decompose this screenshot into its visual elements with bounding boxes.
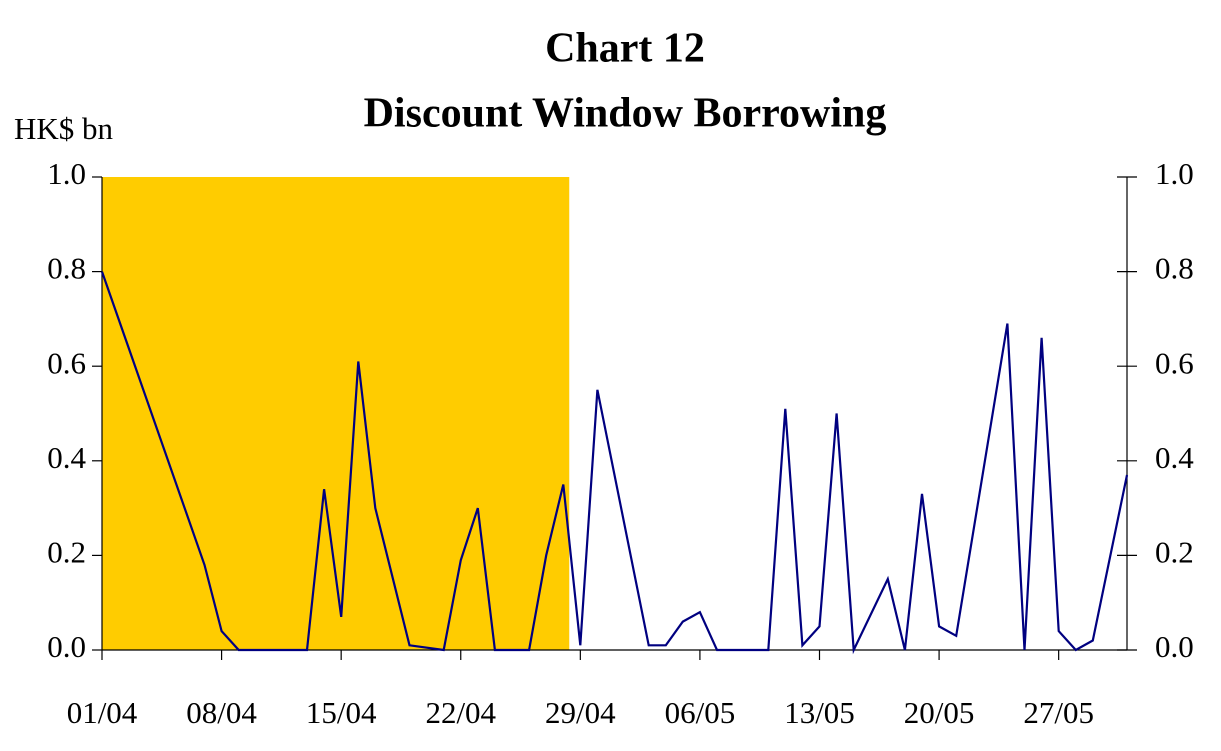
- x-tick-label: 08/04: [186, 695, 257, 730]
- y2-tick-label: 0.4: [1155, 440, 1194, 475]
- y-tick-label: 0.6: [47, 345, 86, 380]
- chart-title: Chart 12: [545, 26, 705, 72]
- y2-tick-label: 0.6: [1155, 345, 1194, 380]
- x-tick-label: 22/04: [425, 695, 496, 730]
- x-tick-label: 27/05: [1023, 695, 1094, 730]
- y-tick-label: 0.0: [47, 629, 86, 664]
- data-line: [100, 271, 1129, 655]
- y-tick-label: 0.8: [47, 251, 86, 286]
- x-tick-label: 13/05: [784, 695, 855, 730]
- y2-tick-label: 1.0: [1155, 156, 1194, 191]
- x-tick-label: 20/05: [904, 695, 975, 730]
- x-tick-label: 01/04: [67, 695, 138, 730]
- y-tick-label: 1.0: [47, 156, 86, 191]
- y2-tick-label: 0.2: [1155, 535, 1194, 570]
- x-tick-label: 15/04: [306, 695, 377, 730]
- x-tick-label: 06/05: [665, 695, 736, 730]
- y-axis-label: HK$ bn: [14, 111, 114, 146]
- x-tick-label: 29/04: [545, 695, 616, 730]
- y2-tick-label: 0.8: [1155, 251, 1194, 286]
- y-tick-label: 0.4: [47, 440, 86, 475]
- chart-subtitle: Discount Window Borrowing: [364, 91, 887, 137]
- y-tick-label: 0.2: [47, 535, 86, 570]
- y2-tick-label: 0.0: [1155, 629, 1194, 664]
